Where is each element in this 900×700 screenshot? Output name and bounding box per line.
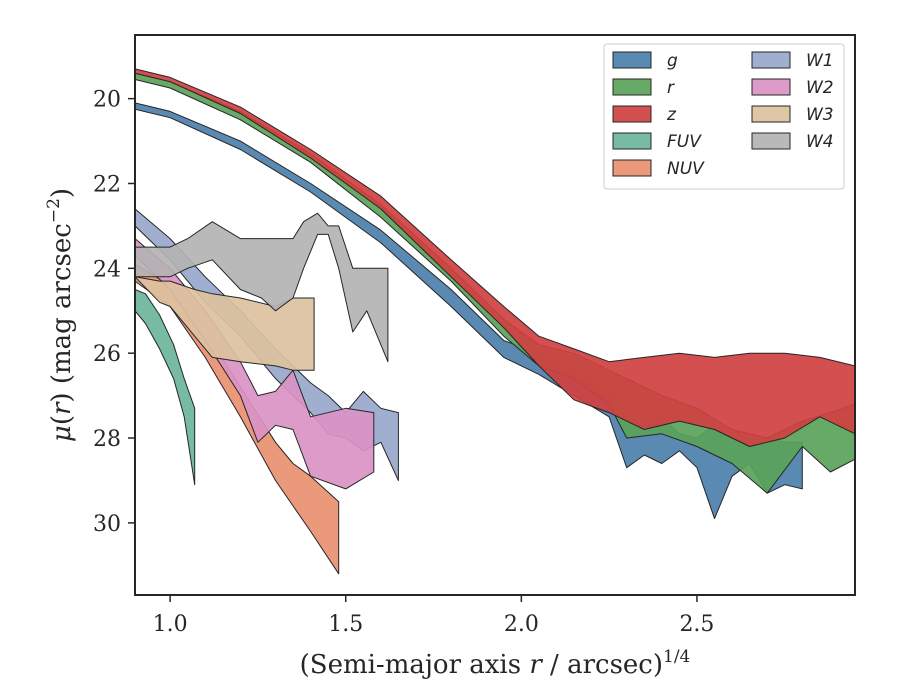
y-tick-label: 28 [93,427,121,452]
legend-label-W4: W4 [806,132,834,152]
legend-swatch-W1 [751,51,791,69]
band-z [135,68,855,447]
legend-label-r: r [667,78,675,98]
band-W3 [135,276,315,371]
x-axis-label: (Semi-major axis r / arcsec)1/4 [300,647,691,680]
legend-swatch-FUV [612,132,652,150]
y-tick-label: 26 [93,342,121,367]
profile-bands [135,68,855,575]
legend-label-FUV: FUV [667,132,702,152]
x-axis-ticks: 1.0 1.5 2.0 2.5 [153,595,714,637]
plot-frame [134,34,856,596]
legend-label-W1: W1 [806,51,834,71]
band-W4 [135,212,389,363]
legend-label-W2: W2 [806,78,834,98]
legend-swatch-W3 [751,105,791,123]
y-axis-label: μ(r) (mag arcsec−2) [44,188,77,442]
band-FUV [135,289,196,486]
legend-swatch-W4 [751,132,791,150]
x-tick-label: 1.0 [153,612,188,637]
legend-swatch-W2 [751,78,791,96]
legend: grz FUV NUV W1 W2 W3 W4 [603,43,845,190]
legend-label-NUV: NUV [667,159,705,179]
y-axis-ticks: 20 22 24 26 28 30 [93,88,135,537]
legend-swatch-NUV [612,159,652,177]
legend-swatch-r [612,78,652,96]
x-tick-label: 2.0 [504,612,539,637]
y-tick-label: 22 [93,172,121,197]
x-tick-label: 1.5 [328,612,363,637]
legend-label-g: g [667,51,678,71]
x-tick-label: 2.5 [679,612,714,637]
legend-swatch-g [612,51,652,69]
legend-label-W3: W3 [806,105,834,125]
y-tick-label: 24 [93,257,121,282]
legend-swatch-z [612,105,652,123]
y-tick-label: 20 [93,88,121,113]
y-tick-label: 30 [93,512,121,537]
legend-label-z: z [666,105,677,125]
